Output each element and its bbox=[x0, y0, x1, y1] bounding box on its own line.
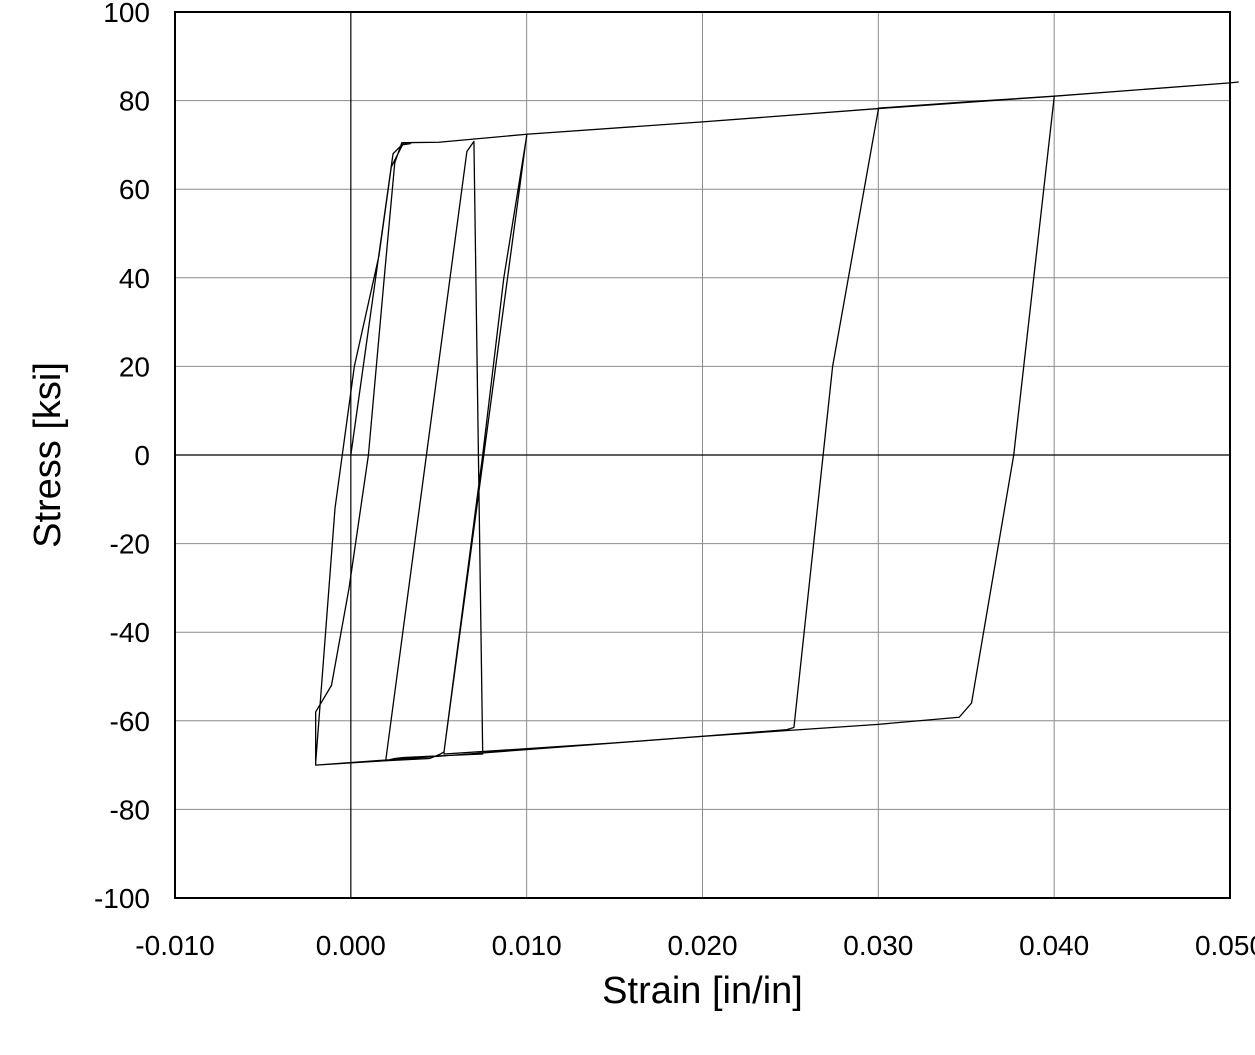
x-tick-label: 0.000 bbox=[316, 930, 386, 961]
y-tick-label: 20 bbox=[119, 351, 150, 382]
y-tick-label: -60 bbox=[110, 706, 150, 737]
y-tick-label: -80 bbox=[110, 794, 150, 825]
y-axis-title: Stress [ksi] bbox=[27, 362, 69, 548]
y-tick-label: 60 bbox=[119, 174, 150, 205]
x-tick-labels: -0.010 0.000 0.010 0.020 0.030 0.040 0.050 bbox=[135, 930, 1255, 961]
y-tick-label: -40 bbox=[110, 617, 150, 648]
x-tick-label: -0.010 bbox=[135, 930, 214, 961]
curve-layer bbox=[315, 81, 1239, 766]
y-tick-label: 40 bbox=[119, 263, 150, 294]
y-tick-label: -100 bbox=[94, 883, 150, 914]
x-tick-label: 0.010 bbox=[492, 930, 562, 961]
x-tick-label: 0.040 bbox=[1019, 930, 1089, 961]
y-tick-labels: 100 80 60 40 20 0 -20 -40 -60 -80 -100 bbox=[94, 0, 150, 914]
y-tick-label: -20 bbox=[110, 529, 150, 560]
x-tick-label: 0.030 bbox=[843, 930, 913, 961]
y-tick-label: 80 bbox=[119, 86, 150, 117]
y-tick-label: 100 bbox=[103, 0, 150, 28]
x-axis-title: Strain [in/in] bbox=[602, 970, 803, 1012]
series-line-1 bbox=[315, 81, 1239, 766]
plot-frame bbox=[174, 11, 1231, 899]
x-tick-label: 0.050 bbox=[1195, 930, 1255, 961]
x-tick-label: 0.020 bbox=[667, 930, 737, 961]
y-tick-label: 0 bbox=[134, 440, 150, 471]
